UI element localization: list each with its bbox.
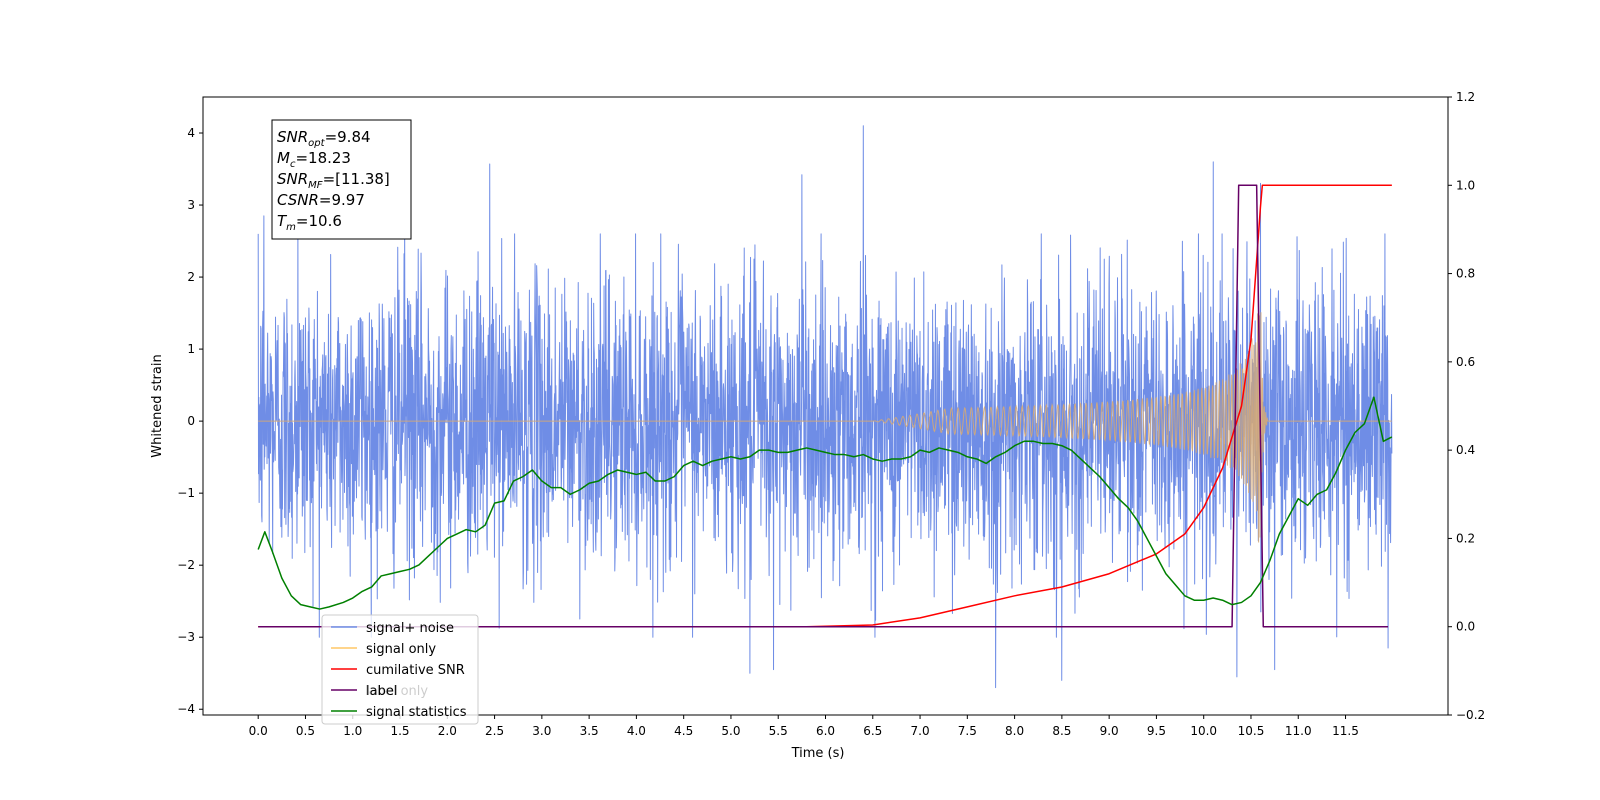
x-tick-label: 3.5	[580, 724, 599, 738]
y-axis-label: Whitened strain	[150, 354, 165, 457]
x-tick-label: 4.5	[674, 724, 693, 738]
series-signal-noise	[257, 125, 1393, 689]
x-tick-label: 0.5	[296, 724, 315, 738]
info-box-line: Mc=18.23	[277, 149, 351, 170]
legend-entry-label: signal+ noise	[366, 621, 454, 636]
x-tick-label: 6.5	[863, 724, 882, 738]
y-right-tick-label: 1.2	[1456, 90, 1475, 104]
y-right-tick-label: 0.0	[1456, 620, 1475, 634]
axes-layer: 0.0 0.5 1.0 1.5 2.0 2.5 3.0 3.5 4.0 4.5 5.0 5.5 6.0 6…	[177, 90, 1485, 738]
info-box-subscript: MF	[308, 180, 323, 191]
y-left-tick-label: −4	[177, 702, 195, 716]
y-left-tick-label: 4	[187, 126, 195, 140]
info-box-line: SNRMF=[11.38]	[277, 170, 390, 191]
info-box-symbol: M	[277, 149, 290, 167]
series-label	[258, 184, 1389, 628]
x-tick-label: 0.0	[249, 724, 268, 738]
info-box-subscript: m	[286, 222, 296, 233]
info-box-symbol: CSNR	[277, 191, 319, 209]
info-box-value: =9.97	[319, 191, 365, 209]
x-tick-label: 9.5	[1147, 724, 1166, 738]
x-tick-label: 4.0	[627, 724, 646, 738]
legend-frame	[321, 614, 479, 725]
x-tick-label: 11.0	[1285, 724, 1312, 738]
info-box-value: =9.84	[325, 128, 371, 146]
info-box-value: =18.23	[295, 149, 351, 167]
y-right-tick-label: 0.6	[1456, 355, 1475, 369]
legend-entry-label: signal only	[366, 642, 436, 657]
y-left-tick-label: 0	[187, 414, 195, 428]
x-tick-label: 5.5	[769, 724, 788, 738]
info-box-subscript: c	[290, 159, 296, 170]
x-tick-label: 8.0	[1005, 724, 1024, 738]
legend-entry-label: signal statistics	[366, 705, 467, 720]
y-right-tick-label: 0.8	[1456, 267, 1475, 281]
y-right-tick-label: 0.2	[1456, 531, 1475, 545]
y-right-tick-label: 0.4	[1456, 443, 1475, 457]
y-right-tick-label: 1.0	[1456, 178, 1475, 192]
x-tick-label: 2.0	[438, 724, 457, 738]
info-box-symbol: SNR	[277, 170, 308, 188]
series-signal-only	[258, 312, 1392, 543]
y-right-tick-label: −0.2	[1456, 708, 1485, 722]
info-box-line: Tm=10.6	[277, 212, 342, 233]
info-box-frame	[271, 119, 412, 240]
x-tick-label: 6.0	[816, 724, 835, 738]
y-left-tick-label: 1	[187, 342, 195, 356]
info-box-symbol: T	[277, 212, 288, 230]
info-box-symbol: SNR	[277, 128, 308, 146]
x-tick-label: 1.5	[390, 724, 409, 738]
x-tick-label: 11.5	[1332, 724, 1359, 738]
info-box-subscript: opt	[308, 138, 325, 149]
series-signal-statistics	[257, 396, 1393, 610]
x-tick-label: 10.5	[1238, 724, 1265, 738]
series-layer	[257, 125, 1393, 689]
info-box: SNRopt=9.84Mc=18.23SNRMF=[11.38]CSNR=9.9…	[271, 119, 412, 240]
y-left-tick-label: 3	[187, 198, 195, 212]
x-tick-label: 3.0	[532, 724, 551, 738]
x-tick-label: 9.0	[1100, 724, 1119, 738]
info-box-value: =[11.38]	[323, 170, 390, 188]
x-tick-label: 1.0	[343, 724, 362, 738]
x-tick-label: 2.5	[485, 724, 504, 738]
x-tick-label: 7.0	[911, 724, 930, 738]
legend-entry-label: cumilative SNR	[366, 663, 465, 678]
x-tick-label: 8.5	[1052, 724, 1071, 738]
info-box-line: SNRopt=9.84	[277, 128, 371, 149]
legend-entry-label: label	[366, 684, 397, 699]
y-left-tick-label: −2	[177, 558, 195, 572]
series-cumulative-snr	[258, 184, 1392, 628]
y-left-tick-label: −3	[177, 630, 195, 644]
x-axis-label: Time (s)	[791, 746, 845, 761]
info-box-line: CSNR=9.97	[277, 191, 365, 209]
x-tick-label: 10.0	[1190, 724, 1217, 738]
x-tick-label: 7.5	[958, 724, 977, 738]
y-left-tick-label: 2	[187, 270, 195, 284]
info-box-value: =10.6	[296, 212, 342, 230]
y-left-tick-label: −1	[177, 486, 195, 500]
x-tick-label: 5.0	[721, 724, 740, 738]
